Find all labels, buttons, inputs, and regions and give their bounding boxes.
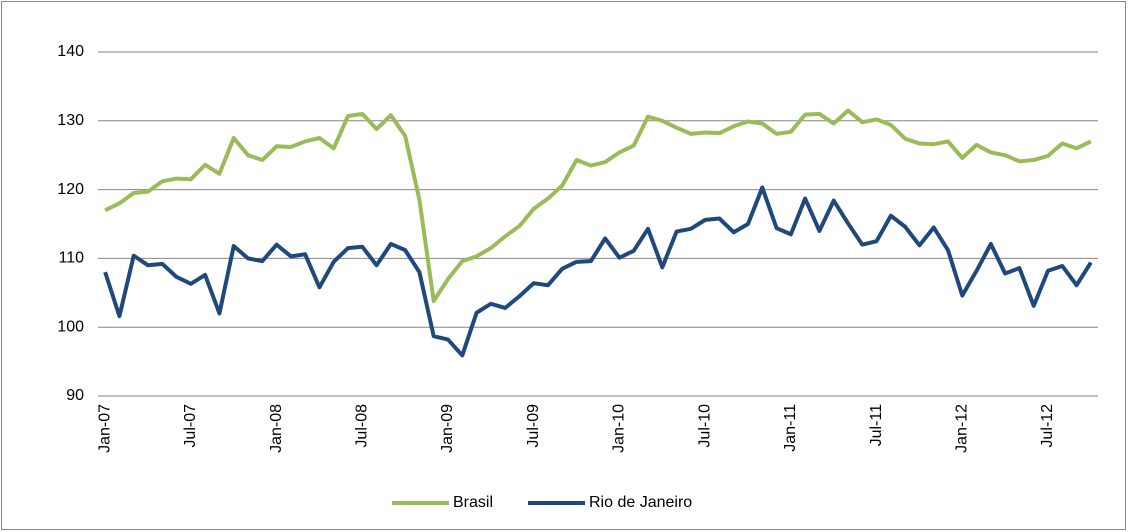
- series-line: [103, 185, 1093, 358]
- y-tick-label: 110: [58, 250, 84, 267]
- legend-label: Rio de Janeiro: [589, 494, 692, 511]
- x-tick-label: Jan-11: [782, 404, 799, 452]
- y-tick-label: 100: [57, 318, 84, 335]
- y-tick-label: 120: [57, 181, 84, 198]
- series-line: [104, 108, 1092, 304]
- y-tick-label: 90: [66, 387, 84, 404]
- y-tick-label: 130: [57, 112, 84, 129]
- legend-label: Brasil: [453, 494, 493, 511]
- x-tick-label: Jul-08: [354, 404, 371, 448]
- x-tick-label: Jul-11: [868, 404, 885, 446]
- x-tick-label: Jul-10: [696, 404, 713, 448]
- x-tick-label: Jan-10: [611, 404, 628, 453]
- x-tick-label: Jul-12: [1039, 404, 1056, 448]
- x-tick-label: Jan-12: [954, 404, 971, 453]
- x-tick-label: Jul-09: [525, 404, 542, 448]
- x-tick-label: Jan-07: [96, 404, 113, 453]
- x-tick-label: Jan-08: [268, 404, 285, 453]
- x-tick-label: Jan-09: [439, 404, 456, 453]
- x-tick-label: Jul-07: [182, 404, 199, 448]
- y-tick-label: 140: [57, 43, 84, 60]
